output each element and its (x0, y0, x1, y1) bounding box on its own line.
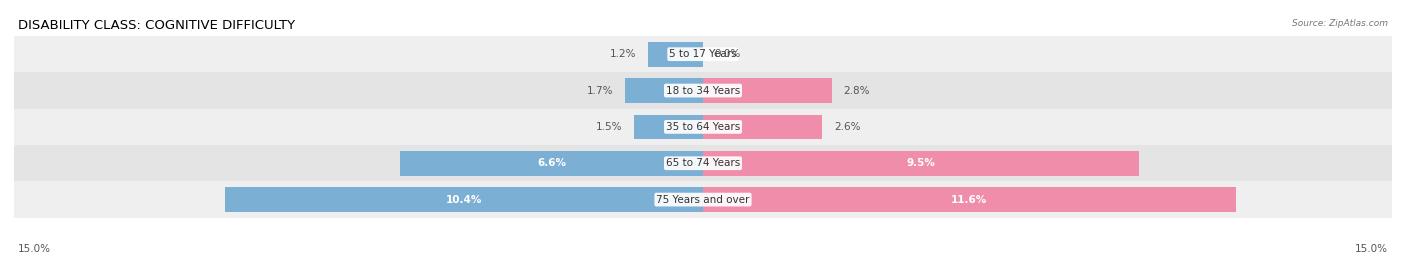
Bar (703, 151, 1139, 176)
Text: Source: ZipAtlas.com: Source: ZipAtlas.com (1292, 19, 1388, 28)
Bar (14, 72, 1392, 109)
Text: 6.6%: 6.6% (537, 158, 567, 168)
Text: 65 to 74 Years: 65 to 74 Years (666, 158, 740, 168)
Bar (703, 78, 831, 103)
Text: 2.8%: 2.8% (844, 86, 869, 96)
Text: DISABILITY CLASS: COGNITIVE DIFFICULTY: DISABILITY CLASS: COGNITIVE DIFFICULTY (18, 19, 295, 32)
Bar (703, 187, 1236, 212)
Text: 5 to 17 Years: 5 to 17 Years (669, 49, 737, 59)
Bar (624, 78, 703, 103)
Text: 2.6%: 2.6% (834, 122, 860, 132)
Bar (14, 36, 1392, 72)
Text: 18 to 34 Years: 18 to 34 Years (666, 86, 740, 96)
Text: 75 Years and over: 75 Years and over (657, 195, 749, 205)
Bar (14, 109, 1392, 145)
Text: 11.6%: 11.6% (952, 195, 987, 205)
Text: 9.5%: 9.5% (907, 158, 935, 168)
Bar (14, 181, 1392, 218)
Bar (14, 145, 1392, 181)
Text: 35 to 64 Years: 35 to 64 Years (666, 122, 740, 132)
Bar (399, 151, 703, 176)
Text: 1.5%: 1.5% (596, 122, 623, 132)
Text: 0.0%: 0.0% (714, 49, 741, 59)
Text: 1.7%: 1.7% (586, 86, 613, 96)
Text: 10.4%: 10.4% (446, 195, 482, 205)
Text: 15.0%: 15.0% (18, 244, 51, 254)
Bar (703, 114, 823, 139)
Bar (648, 42, 703, 67)
Text: 1.2%: 1.2% (610, 49, 637, 59)
Bar (225, 187, 703, 212)
Bar (634, 114, 703, 139)
Text: 15.0%: 15.0% (1355, 244, 1388, 254)
